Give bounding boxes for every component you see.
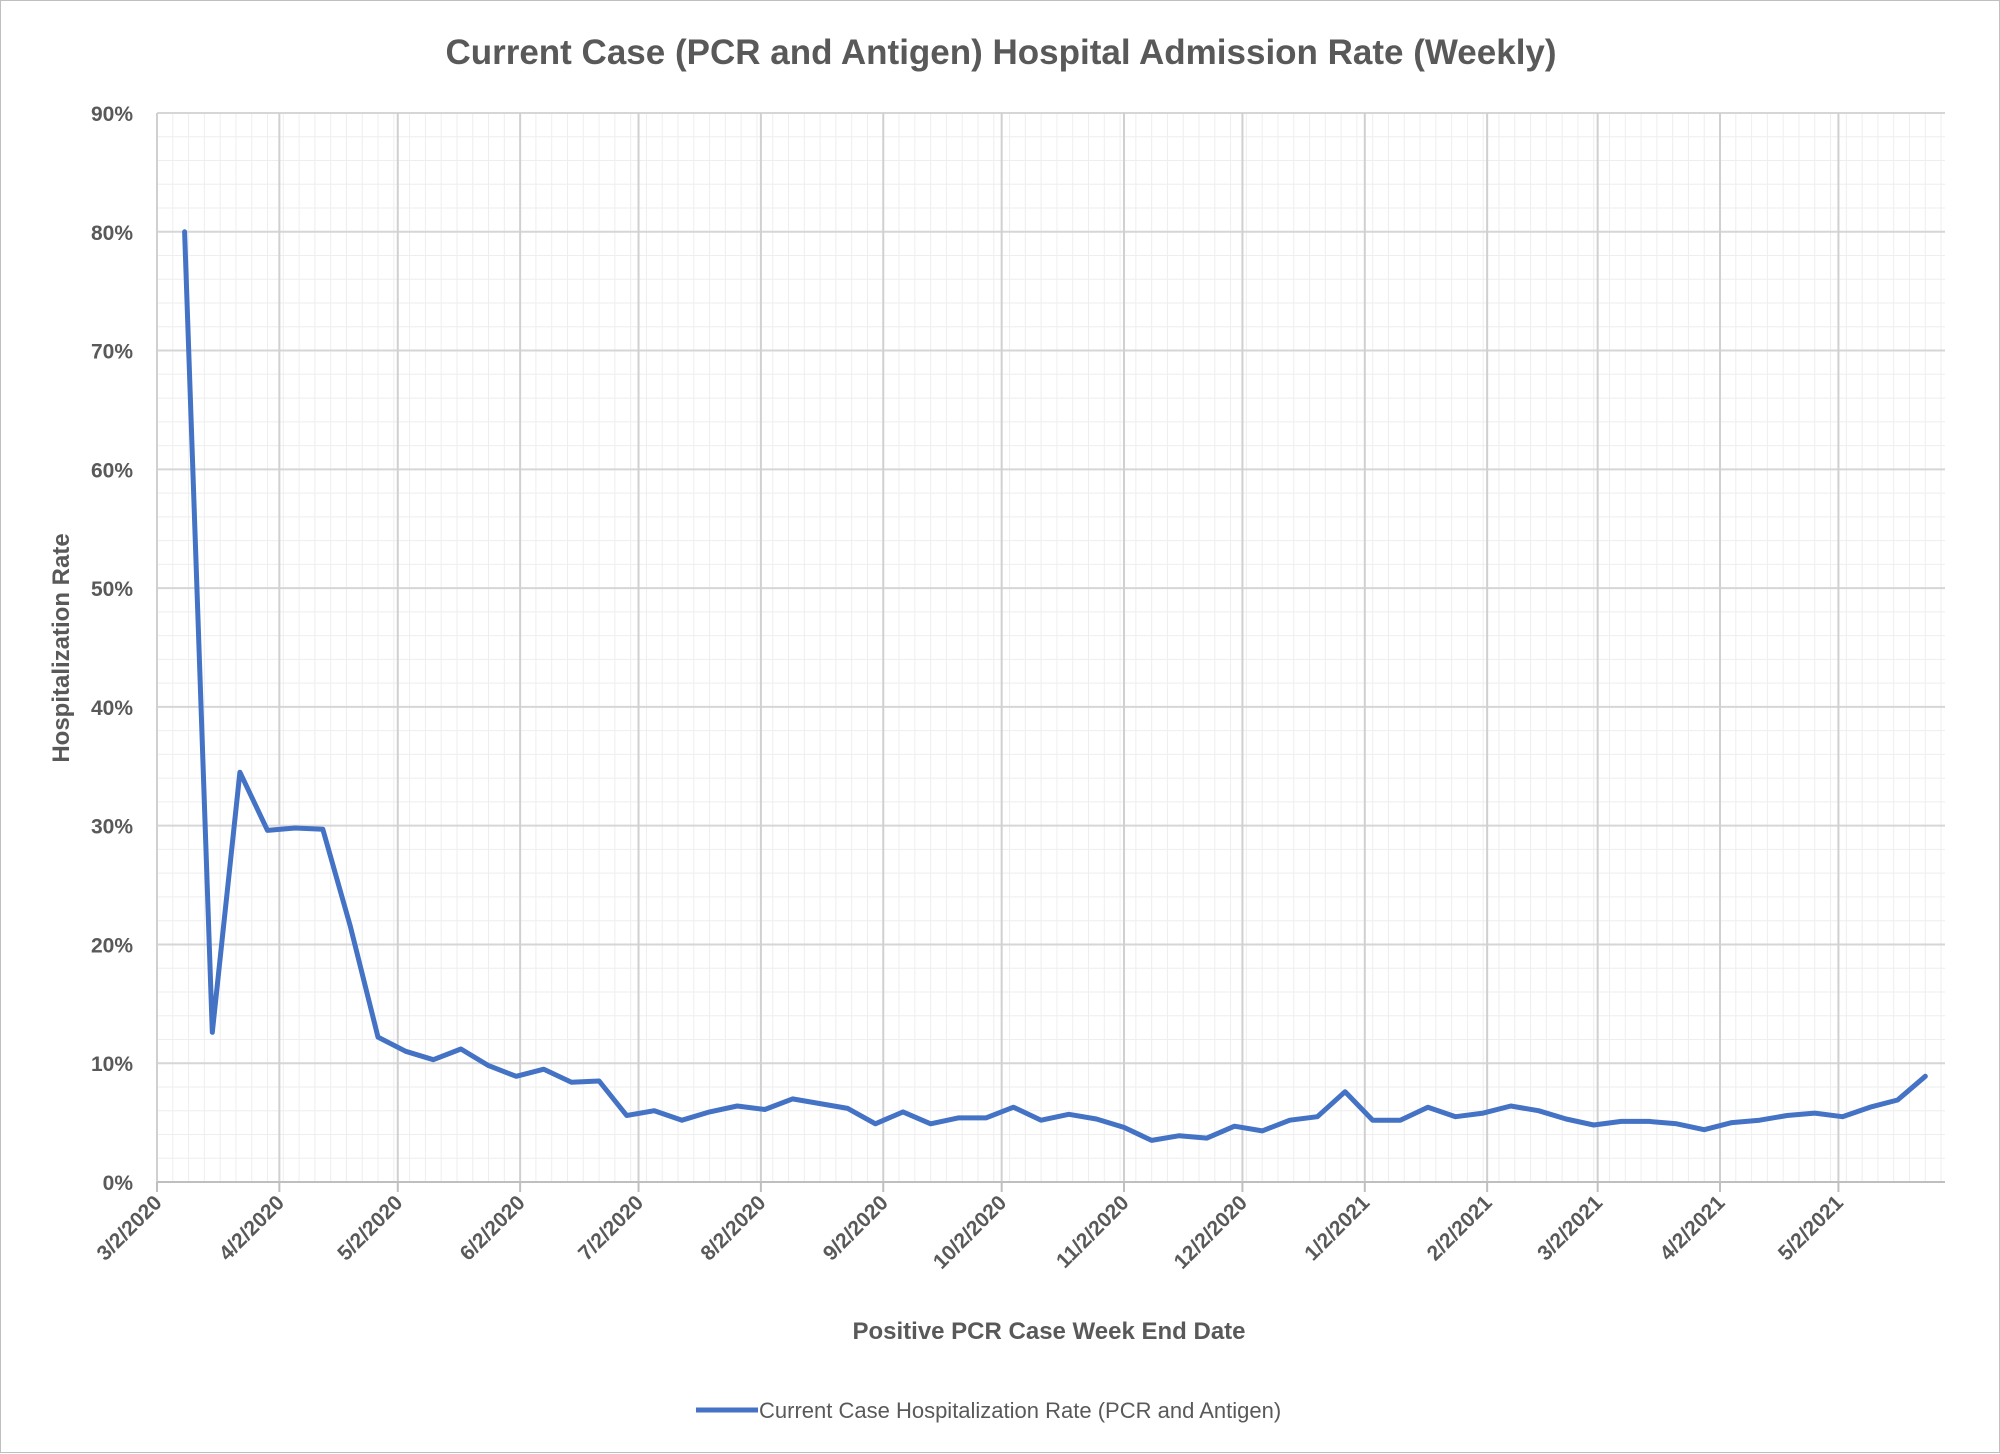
y-tick-label: 20% — [91, 934, 133, 957]
x-tick-label: 5/2/2020 — [333, 1191, 407, 1265]
legend: Current Case Hospitalization Rate (PCR a… — [696, 1398, 1281, 1423]
series-layer — [182, 229, 1928, 1143]
x-tick-label: 10/2/2020 — [929, 1191, 1011, 1273]
y-tick-label: 80% — [91, 222, 133, 245]
x-tick-label: 7/2/2020 — [574, 1191, 648, 1265]
x-tick-label: 4/2/2020 — [215, 1191, 289, 1265]
axes: 0% 10% 20% 30% 40% 50% 60% 70% 80% 90% 3/2/2020 4/2… — [91, 103, 1945, 1274]
x-tick-label: 3/2/2020 — [92, 1191, 166, 1265]
y-tick-label: 40% — [91, 697, 133, 720]
y-tick-label: 0% — [103, 1172, 134, 1195]
x-tick-label: 3/2/2021 — [1533, 1191, 1607, 1265]
y-tick-label: 10% — [91, 1053, 133, 1076]
x-tick-label: 11/2/2020 — [1052, 1191, 1134, 1273]
series-line — [182, 229, 1928, 1143]
chart-title: Current Case (PCR and Antigen) Hospital … — [445, 33, 1556, 72]
x-tick-label: 1/2/2021 — [1300, 1191, 1374, 1265]
x-tick-label: 4/2/2021 — [1655, 1191, 1729, 1265]
legend-label: Current Case Hospitalization Rate (PCR a… — [759, 1398, 1281, 1423]
x-tick-label: 5/2/2021 — [1774, 1191, 1848, 1265]
x-tick-label: 8/2/2020 — [696, 1191, 770, 1265]
y-tick-label: 90% — [91, 103, 133, 126]
grid — [156, 112, 1945, 1183]
y-tick-label: 50% — [91, 578, 133, 601]
y-tick-label: 60% — [91, 459, 133, 482]
x-tick-label: 6/2/2020 — [456, 1191, 530, 1265]
y-axis-title: Hospitalization Rate — [48, 533, 75, 762]
x-axis-title: Positive PCR Case Week End Date — [852, 1318, 1245, 1345]
y-tick-label: 70% — [91, 341, 133, 364]
x-tick-label: 2/2/2021 — [1423, 1191, 1497, 1265]
x-tick-label: 12/2/2020 — [1170, 1191, 1252, 1273]
y-tick-label: 30% — [91, 816, 133, 839]
x-tick-label: 9/2/2020 — [819, 1191, 893, 1265]
